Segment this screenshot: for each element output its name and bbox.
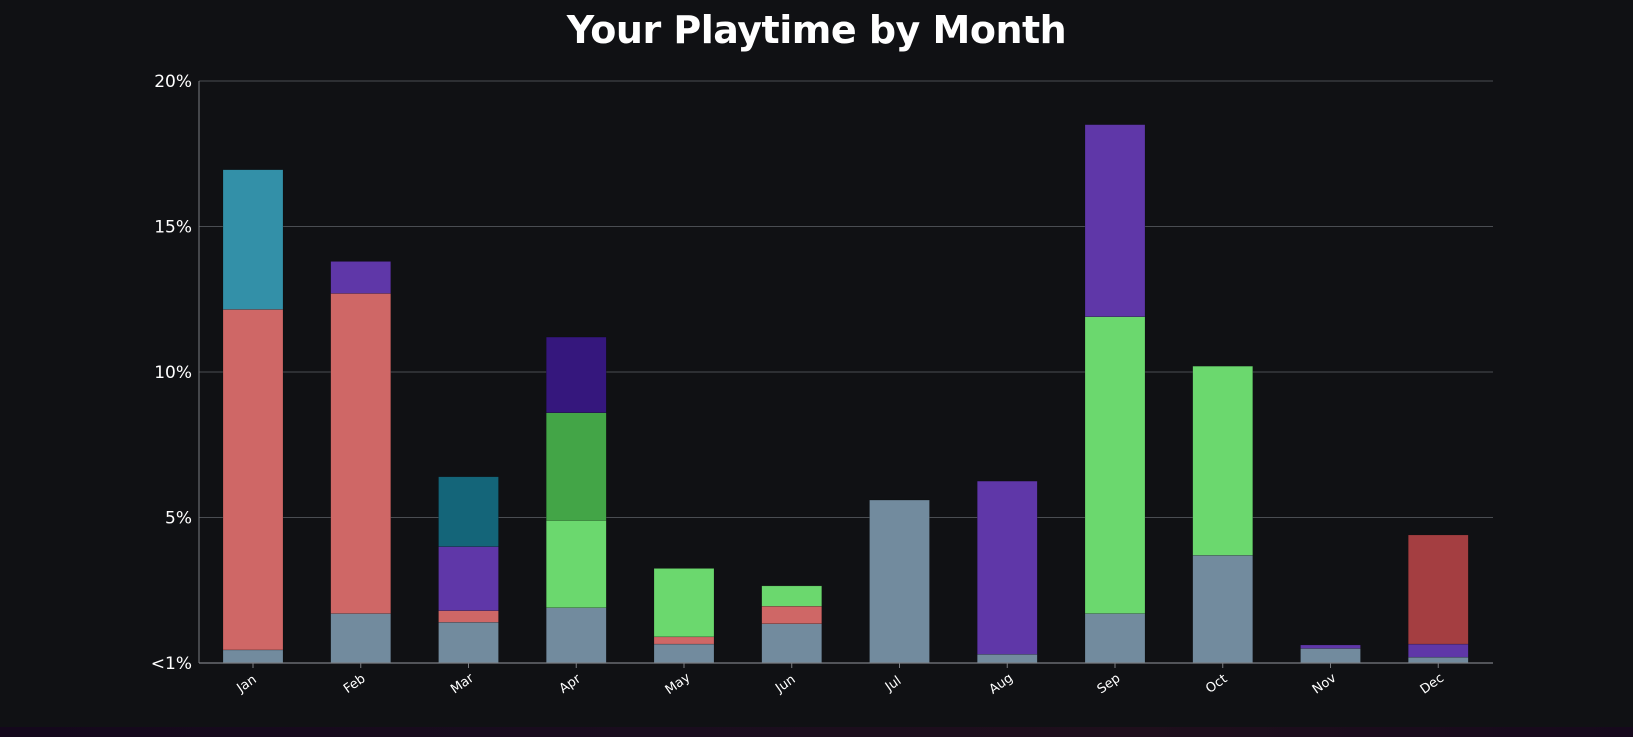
bar-segment [222, 649, 284, 664]
bar-stack-sep [1084, 124, 1146, 664]
x-tick-label: Nov [1310, 671, 1340, 698]
bar-segment [438, 546, 499, 611]
bar-segment [1300, 644, 1361, 649]
bar-segment [546, 520, 607, 608]
axes [198, 81, 1493, 668]
y-tick-label: 15% [154, 218, 192, 238]
bar-segment [330, 613, 391, 664]
bar-segment [761, 585, 822, 607]
bottom-strip [0, 727, 1633, 737]
bar-stack-nov [1300, 644, 1361, 664]
bar-segment [761, 623, 822, 664]
bar-segment [330, 261, 391, 294]
bar-stack-jun [761, 585, 822, 664]
y-tick-label: 20% [154, 72, 192, 92]
bar-segment [761, 606, 822, 624]
bar-stack-apr [546, 336, 607, 664]
bar-stack-jul [869, 499, 930, 664]
bar-stack-feb [330, 261, 391, 664]
chart-title: Your Playtime by Month [566, 8, 1067, 52]
x-tick-label: Feb [341, 671, 368, 696]
bar-segment [222, 169, 284, 310]
x-tick-label: Mar [448, 671, 477, 698]
bar-segment [1084, 316, 1146, 614]
bar-segment [1084, 613, 1146, 664]
y-tick-label: 10% [154, 363, 192, 383]
bar-segment [1408, 656, 1469, 664]
bar-segment [546, 607, 607, 664]
bar-segment [438, 610, 499, 623]
bar-segment [438, 476, 499, 547]
bar-segment [1192, 365, 1253, 556]
x-tick-label: May [663, 670, 694, 698]
bar-stack-aug [977, 480, 1038, 664]
bar-stack-dec [1408, 534, 1469, 664]
y-tick-label: <1% [151, 654, 192, 674]
bar-segment [977, 480, 1038, 655]
bar-segment [653, 568, 715, 638]
bar-segment [1408, 643, 1469, 658]
bar-segment [330, 293, 391, 614]
bar-segment [653, 636, 715, 645]
y-tick-label: 5% [165, 509, 192, 529]
bar-segment [1300, 648, 1361, 664]
bar-segment [222, 309, 284, 651]
bar-stack-mar [438, 476, 499, 664]
x-tick-label: Apr [557, 671, 585, 697]
bar-stack-jan [222, 169, 284, 664]
bar-segment [1408, 534, 1469, 645]
x-tick-label: Aug [987, 671, 1016, 698]
bar-stacks [222, 124, 1469, 664]
bar-segment [1084, 124, 1146, 317]
x-tick-label: Oct [1203, 672, 1230, 697]
bar-segment [438, 622, 499, 664]
x-tick-label: Jun [772, 672, 798, 697]
x-tick-label: Jan [234, 672, 260, 696]
bar-segment [546, 412, 607, 521]
bar-segment [546, 336, 607, 413]
x-tick-label: Sep [1095, 671, 1124, 697]
bar-segment [869, 499, 930, 664]
x-tick-label: Dec [1418, 671, 1447, 698]
bar-segment [653, 643, 715, 664]
x-tick-label: Jul [882, 673, 904, 695]
bar-segment [1192, 555, 1253, 664]
bar-stack-may [653, 568, 715, 664]
gridlines [199, 80, 1493, 518]
bar-segment [977, 654, 1038, 664]
bar-stack-oct [1192, 365, 1253, 664]
